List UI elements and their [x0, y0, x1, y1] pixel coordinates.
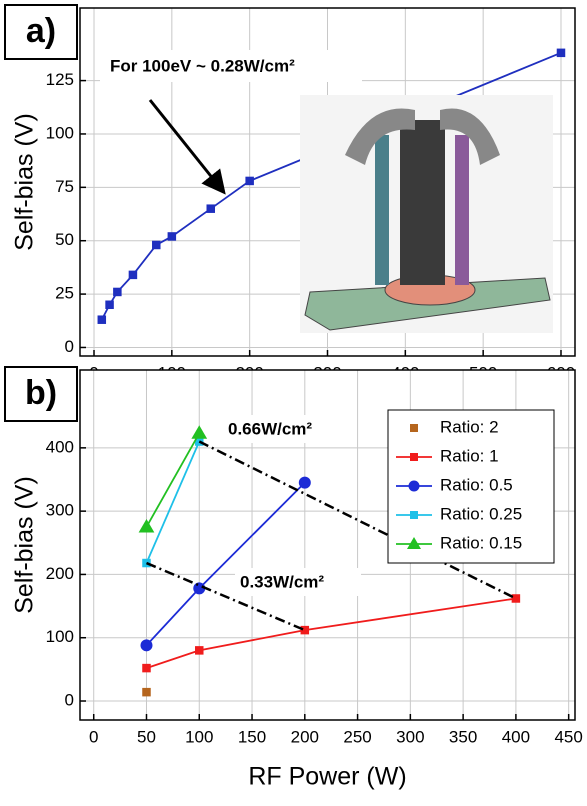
x-tick-label: 250	[343, 727, 371, 746]
data-point	[207, 205, 215, 213]
x-tick-label: 100	[185, 727, 213, 746]
y-axis-label: Self-bias (V)	[11, 476, 39, 614]
panel-label: b)	[25, 374, 57, 412]
y-axis-label: Self-bias (V)	[11, 113, 39, 251]
x-axis-label: RF Power (W)	[248, 763, 406, 791]
figure: 01002003004005006000255075100125a)Self-b…	[0, 0, 587, 801]
x-tick-label: 400	[502, 727, 530, 746]
x-tick-label: 450	[554, 727, 582, 746]
data-point	[141, 640, 152, 651]
data-point	[153, 241, 161, 249]
legend-label: Ratio: 1	[440, 446, 499, 465]
data-point	[299, 477, 310, 488]
inset-tube	[400, 120, 445, 285]
y-tick-label: 25	[55, 284, 74, 303]
legend-label: Ratio: 2	[440, 417, 499, 436]
y-tick-label: 125	[46, 70, 74, 89]
x-tick-label: 350	[449, 727, 477, 746]
y-tick-label: 200	[46, 564, 74, 583]
annotation: For 100eV ~ 0.28W/cm²	[110, 56, 295, 75]
y-tick-label: 0	[65, 337, 74, 356]
data-point	[98, 316, 106, 324]
y-tick-label: 75	[55, 177, 74, 196]
y-tick-label: 50	[55, 230, 74, 249]
y-tick-label: 400	[46, 437, 74, 456]
x-tick-label: 50	[137, 727, 156, 746]
panel-label: a)	[26, 12, 56, 50]
legend-label: Ratio: 0.25	[440, 504, 522, 523]
data-point	[114, 288, 122, 296]
y-tick-label: 300	[46, 501, 74, 520]
data-point	[106, 301, 114, 309]
legend-marker	[409, 481, 420, 492]
data-point	[129, 271, 137, 279]
inset-rod	[455, 135, 469, 285]
y-tick-label: 100	[46, 627, 74, 646]
x-tick-label: 300	[396, 727, 424, 746]
inset-image	[300, 95, 553, 333]
legend-marker	[410, 511, 418, 519]
annotation: 0.33W/cm²	[240, 572, 324, 591]
x-tick-label: 200	[291, 727, 319, 746]
y-tick-label: 100	[46, 123, 74, 142]
data-point	[143, 688, 151, 696]
x-tick-label: 0	[89, 727, 98, 746]
data-point	[196, 647, 204, 655]
data-point	[143, 664, 151, 672]
inset-rod	[375, 135, 389, 285]
y-tick-label: 0	[65, 690, 74, 709]
legend-marker	[410, 424, 418, 432]
legend-label: Ratio: 0.15	[440, 533, 522, 552]
data-point	[168, 233, 176, 241]
legend-marker	[410, 453, 418, 461]
data-point	[246, 177, 254, 185]
annotation: 0.66W/cm²	[228, 419, 312, 438]
data-point	[557, 49, 565, 57]
x-tick-label: 150	[238, 727, 266, 746]
legend-label: Ratio: 0.5	[440, 475, 513, 494]
